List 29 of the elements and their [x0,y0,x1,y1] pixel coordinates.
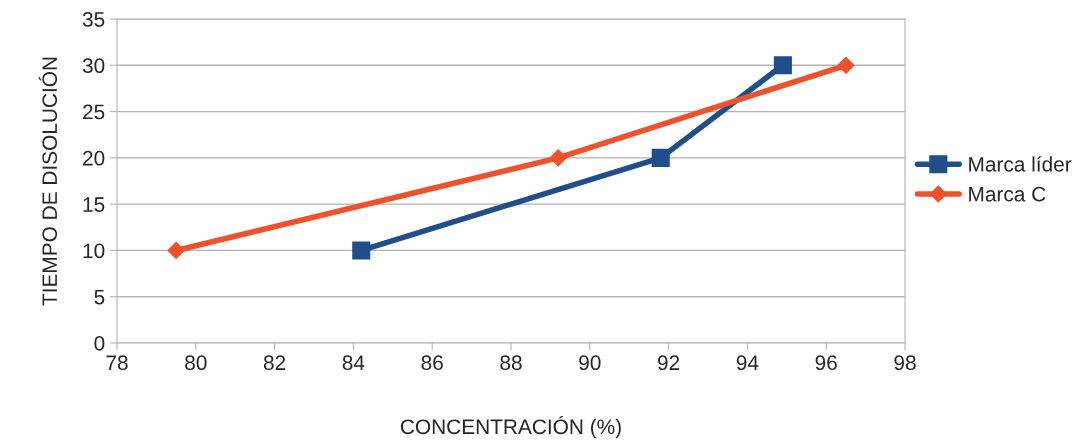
point [352,241,371,260]
x-tick-label: 94 [736,355,759,371]
x-axis-title: CONCENTRACIÓN (%) [400,415,621,439]
y-tick-label: 35 [82,12,105,27]
x-tick-label: 88 [500,355,522,371]
y-tick-label: 30 [82,58,105,74]
x-tick-label: 86 [421,355,443,371]
y-tick-label: 20 [83,150,105,166]
legend-label: Marca C [969,186,1046,202]
x-tick-label: 90 [579,355,601,371]
point [167,241,185,259]
point [837,56,855,74]
y-tick-label: 25 [83,104,105,120]
y-tick-label: 0 [94,336,105,351]
x-tick-label: 78 [106,355,128,371]
y-tick-label: 15 [83,197,105,212]
legend-label: Marca líder [969,156,1072,172]
x-tick-label: 96 [815,355,837,371]
point [651,148,670,167]
x-tick-label: 80 [185,355,207,371]
y-axis-title: TIEMPO DE DISOLUCIÓN [38,57,58,306]
point [549,149,567,167]
x-tick-label: 98 [894,355,916,371]
point [773,56,792,75]
y-tick-label: 5 [94,289,105,305]
y-tick-label: 10 [83,243,105,259]
x-tick-label: 82 [263,355,286,371]
x-tick-label: 92 [657,355,680,371]
x-tick-label: 84 [342,355,365,371]
